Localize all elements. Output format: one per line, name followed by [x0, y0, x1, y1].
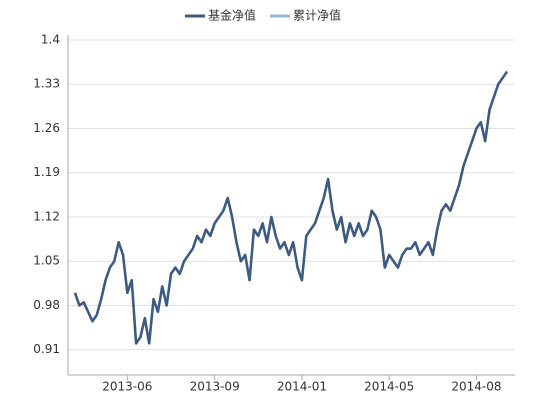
y-tick-label: 1.26 — [33, 121, 60, 135]
legend-label: 基金净值 — [208, 8, 256, 23]
x-tick-label: 2013-09 — [190, 380, 240, 394]
y-tick-label: 0.91 — [33, 342, 60, 356]
y-tick-label: 1.12 — [33, 209, 60, 223]
series-line — [73, 70, 509, 345]
x-tick-label: 2013-06 — [102, 380, 152, 394]
y-tick-label: 1.05 — [33, 254, 60, 268]
x-tick-label: 2014-05 — [364, 380, 414, 394]
y-tick-label: 0.98 — [33, 298, 60, 312]
y-tick-label: 1.4 — [41, 33, 60, 47]
series-line — [73, 70, 509, 345]
x-tick-label: 2014-08 — [451, 380, 501, 394]
y-tick-label: 1.19 — [33, 165, 60, 179]
x-tick-label: 2014-01 — [277, 380, 327, 394]
y-tick-label: 1.33 — [33, 77, 60, 91]
legend-label: 累计净值 — [293, 8, 341, 23]
